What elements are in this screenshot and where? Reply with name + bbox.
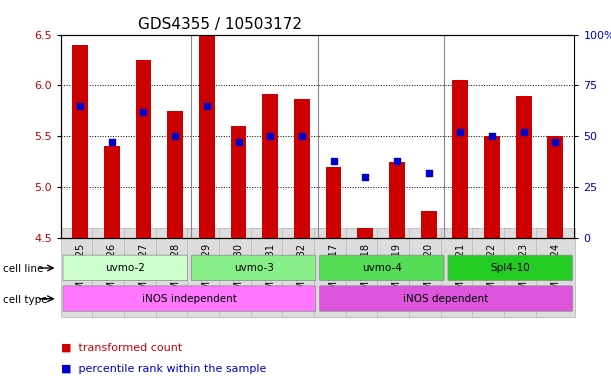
FancyBboxPatch shape [63, 255, 188, 280]
Text: cell type: cell type [3, 295, 48, 305]
Point [202, 103, 212, 109]
FancyBboxPatch shape [320, 286, 573, 311]
FancyBboxPatch shape [191, 255, 316, 280]
Point [233, 139, 243, 146]
Point [297, 133, 307, 139]
Bar [199, 35, 214, 238]
Bar [72, 45, 88, 238]
Point [329, 158, 338, 164]
Point [423, 170, 433, 176]
Text: iNOS independent: iNOS independent [142, 293, 237, 304]
Point [455, 129, 465, 135]
Text: uvmo-2: uvmo-2 [105, 263, 145, 273]
Point [75, 103, 85, 109]
Bar [230, 126, 246, 238]
Bar [167, 111, 183, 238]
Bar [547, 136, 563, 238]
Point [519, 129, 529, 135]
Text: uvmo-4: uvmo-4 [362, 263, 402, 273]
Bar [357, 228, 373, 238]
Point [360, 174, 370, 180]
Text: cell line: cell line [3, 264, 43, 274]
Point [170, 133, 180, 139]
Point [487, 133, 497, 139]
Bar [326, 167, 342, 238]
Point [107, 139, 117, 146]
Text: ■  transformed count: ■ transformed count [61, 343, 182, 353]
Point [551, 139, 560, 146]
Point [265, 133, 275, 139]
Point [139, 109, 148, 115]
FancyBboxPatch shape [448, 255, 573, 280]
Text: Spl4-10: Spl4-10 [490, 263, 530, 273]
Text: GDS4355 / 10503172: GDS4355 / 10503172 [138, 17, 302, 32]
Bar [262, 94, 278, 238]
Text: uvmo-3: uvmo-3 [233, 263, 274, 273]
Text: ■  percentile rank within the sample: ■ percentile rank within the sample [61, 364, 266, 374]
Bar [104, 146, 120, 238]
Bar [421, 210, 436, 238]
FancyBboxPatch shape [320, 255, 444, 280]
Text: iNOS dependent: iNOS dependent [403, 293, 489, 304]
Bar [136, 60, 152, 238]
Bar [294, 99, 310, 238]
Bar [484, 136, 500, 238]
Point [392, 158, 402, 164]
Bar [516, 96, 532, 238]
FancyBboxPatch shape [63, 286, 316, 311]
Bar [452, 80, 468, 238]
Bar [389, 162, 405, 238]
